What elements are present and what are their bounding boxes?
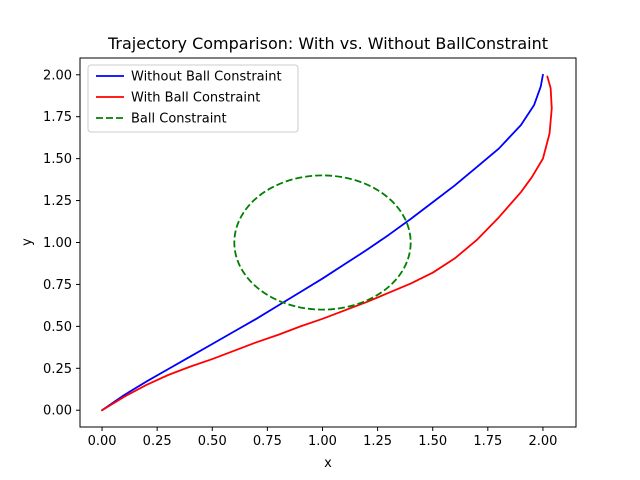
y-tick-label: 2.00 <box>43 68 72 83</box>
series-line-1 <box>101 75 553 412</box>
x-tick-label: 1.50 <box>418 434 447 449</box>
legend: Without Ball Constraint With Ball Constra… <box>87 64 299 133</box>
legend-box <box>87 64 299 133</box>
y-tick-label: 0.50 <box>43 320 72 335</box>
axes: 0.00 0.25 0.50 0.75 1.00 1.25 1.50 1.75 2.00 0.00… <box>43 57 577 449</box>
y-tick-label: 1.25 <box>43 194 72 209</box>
series-ball-constraint <box>233 174 412 311</box>
y-tick-label: 0.25 <box>43 362 72 377</box>
x-tick-label: 0.75 <box>253 434 282 449</box>
legend-label: With Ball Constraint <box>131 91 260 106</box>
y-axis-title: y <box>20 238 35 246</box>
x-tick-label: 0.50 <box>198 434 227 449</box>
x-tick-label: 2.00 <box>528 434 557 449</box>
series-line-0 <box>101 73 544 412</box>
y-tick-label: 1.00 <box>43 236 72 251</box>
plot-area <box>101 73 553 412</box>
legend-label: Ball Constraint <box>131 112 227 127</box>
x-tick-label: 1.75 <box>473 434 502 449</box>
y-tick-label: 1.75 <box>43 110 72 125</box>
y-tick-label: 0.00 <box>43 404 72 419</box>
y-tick-label: 0.75 <box>43 278 72 293</box>
chart-title: Trajectory Comparison: With vs. Without … <box>107 34 548 53</box>
x-axis-title: x <box>324 456 332 471</box>
y-tick-label: 1.50 <box>43 152 72 167</box>
x-tick-label: 0.25 <box>143 434 172 449</box>
x-tick-label: 0.00 <box>88 434 117 449</box>
x-tick-label: 1.00 <box>308 434 337 449</box>
legend-label: Without Ball Constraint <box>131 70 282 85</box>
x-tick-label: 1.25 <box>363 434 392 449</box>
